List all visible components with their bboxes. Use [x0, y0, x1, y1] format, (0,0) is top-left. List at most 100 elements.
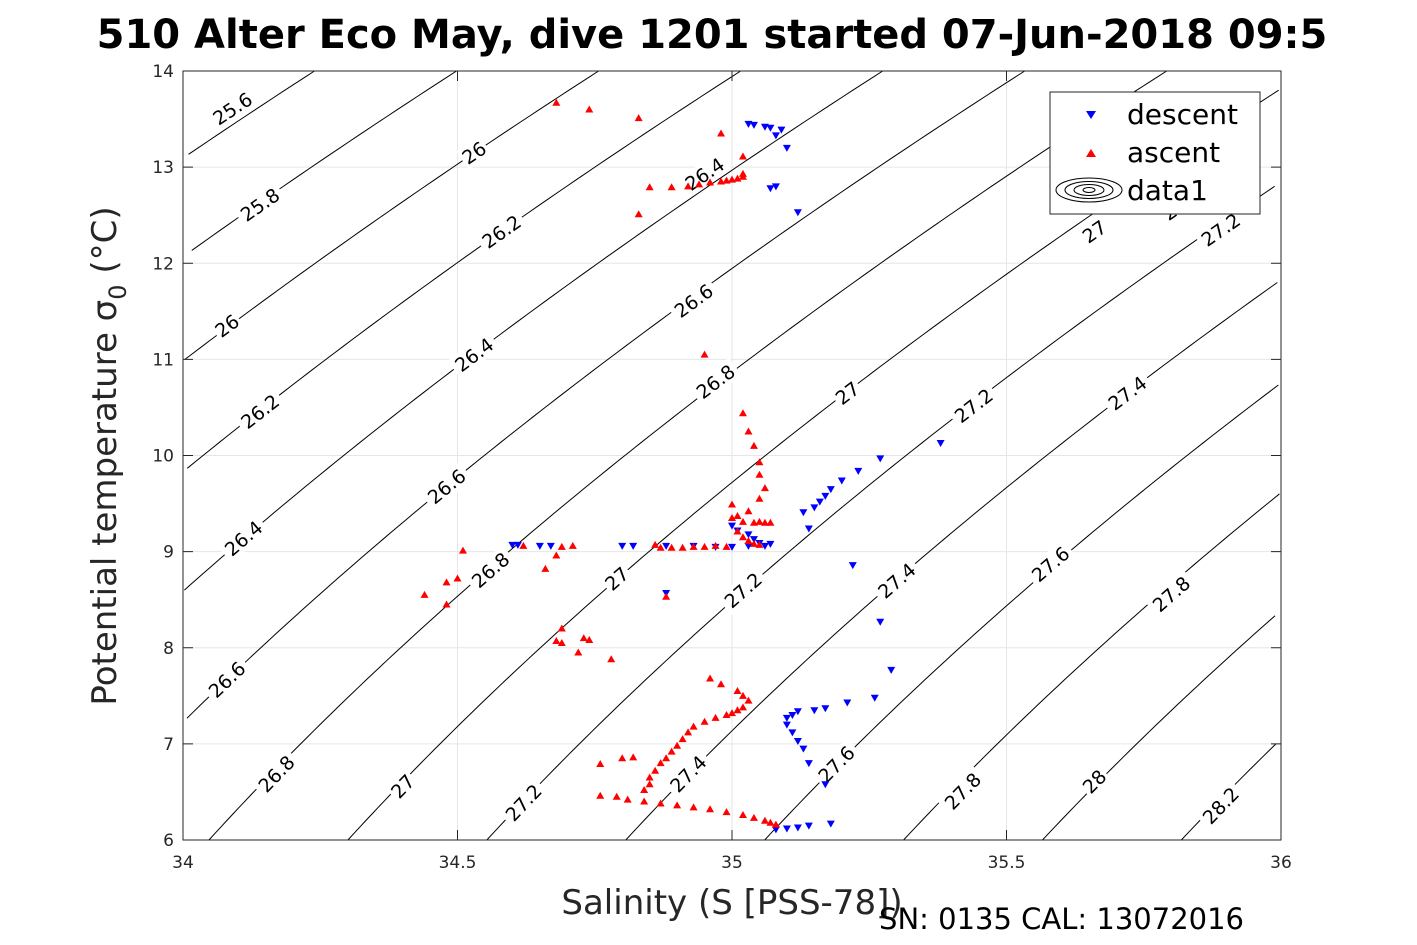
y-tick-label-14: 14 [152, 62, 174, 82]
descent-point [843, 699, 852, 707]
descent-point [749, 121, 758, 129]
ascent-point [585, 636, 594, 644]
contour-label-bg [1024, 539, 1077, 589]
data-points [420, 98, 945, 834]
ascent-point [744, 537, 753, 545]
descent-point [826, 820, 835, 828]
contour-label-bg [688, 357, 743, 406]
ascent-point [749, 813, 758, 821]
ascent-point [684, 728, 693, 736]
contour-label-bg [1145, 569, 1198, 619]
descent-point [821, 705, 830, 713]
ascent-point [612, 792, 621, 800]
y-tick-label-10: 10 [152, 447, 174, 467]
descent-point [804, 760, 813, 768]
ascent-point [667, 183, 676, 191]
descent-point [618, 542, 627, 550]
descent-point [793, 824, 802, 832]
ascent-point [689, 722, 698, 730]
series-descent [508, 120, 945, 834]
y-axis-label-main: Potential temperature σ [85, 300, 125, 706]
ascent-point [667, 747, 676, 755]
contour-label-bg [1076, 763, 1112, 800]
contour-label-bg [474, 208, 529, 255]
descent-point [799, 745, 808, 753]
descent-point [804, 525, 813, 533]
ascent-point [733, 687, 742, 695]
legend: descent ascent data1 [1049, 91, 1261, 215]
ascent-point [618, 754, 627, 762]
ascent-point [771, 820, 780, 828]
ascent-point [738, 152, 747, 160]
ascent-point [640, 786, 649, 794]
ascent-point [519, 541, 528, 549]
descent-point [826, 486, 835, 494]
contour-line-27.2 [486, 185, 1275, 841]
descent-point [766, 540, 775, 548]
descent-point [766, 124, 775, 132]
y-tick-label-6: 6 [163, 831, 174, 851]
contour-label-bg [1076, 214, 1113, 249]
ascent-point [700, 542, 709, 550]
ascent-point [706, 178, 715, 186]
ascent-point [596, 760, 605, 768]
ascent-point [678, 543, 687, 551]
ascent-point [678, 735, 687, 743]
ascent-point [733, 527, 742, 535]
contour-line-27.4 [625, 282, 1278, 841]
legend-contour-label: data1 [1127, 174, 1208, 207]
ascent-point [755, 517, 764, 525]
contour-label-bg [1193, 206, 1248, 253]
y-axis-label: Potential temperature σ0 (°C) [85, 206, 132, 705]
ascent-point [607, 655, 616, 663]
ascent-point [667, 543, 676, 551]
descent-point [771, 826, 780, 834]
legend-contour-icon [1055, 177, 1123, 203]
descent-point [766, 185, 775, 193]
legend-ascent-marker [1086, 149, 1096, 157]
y-tick-label-12: 12 [152, 254, 174, 274]
contour-label-bg [201, 654, 253, 705]
ascent-point [733, 706, 742, 714]
y-tick-label-13: 13 [152, 158, 174, 178]
contour-label-bg [205, 85, 260, 132]
contour-label-bg [233, 387, 287, 436]
contour-line-26.4 [184, 70, 883, 591]
ascent-point [728, 709, 736, 717]
ascent-point [684, 182, 693, 190]
descent-point [782, 825, 791, 833]
ascent-point [420, 590, 429, 598]
ascent-point [711, 713, 720, 721]
descent-point [788, 729, 797, 737]
descent-point [848, 562, 857, 570]
ascent-point [711, 541, 720, 549]
legend-ascent-label: ascent [1127, 136, 1220, 169]
ascent-point [728, 500, 736, 508]
ascent-point [722, 808, 731, 816]
ascent-point [728, 513, 736, 521]
ascent-point [700, 717, 709, 725]
ascent-point [645, 183, 654, 191]
descent-point [744, 531, 753, 539]
ascent-point [738, 517, 747, 525]
ascent-point [623, 795, 632, 803]
contour-label-bg [420, 461, 473, 511]
contour-line-26.8 [208, 70, 1167, 841]
descent-point [629, 542, 638, 550]
contour-label-bg [937, 765, 988, 817]
descent-point [793, 209, 802, 217]
ascent-point [596, 791, 605, 799]
descent-point [771, 132, 780, 140]
contour-label-bg [677, 150, 732, 198]
ascent-point [722, 542, 731, 550]
axis-ticks: 34 34.5 35 35.5 36 6 7 8 9 10 11 12 13 14 [152, 62, 1291, 873]
ascent-point [662, 754, 671, 762]
ascent-point [744, 696, 753, 704]
ascent-point [645, 773, 654, 781]
descent-point [815, 498, 824, 506]
y-axis-label-unit: (°C) [85, 206, 125, 284]
ascent-point [717, 177, 726, 185]
ascent-point [744, 427, 753, 435]
ascent-point [557, 638, 566, 646]
descent-point [804, 822, 813, 830]
